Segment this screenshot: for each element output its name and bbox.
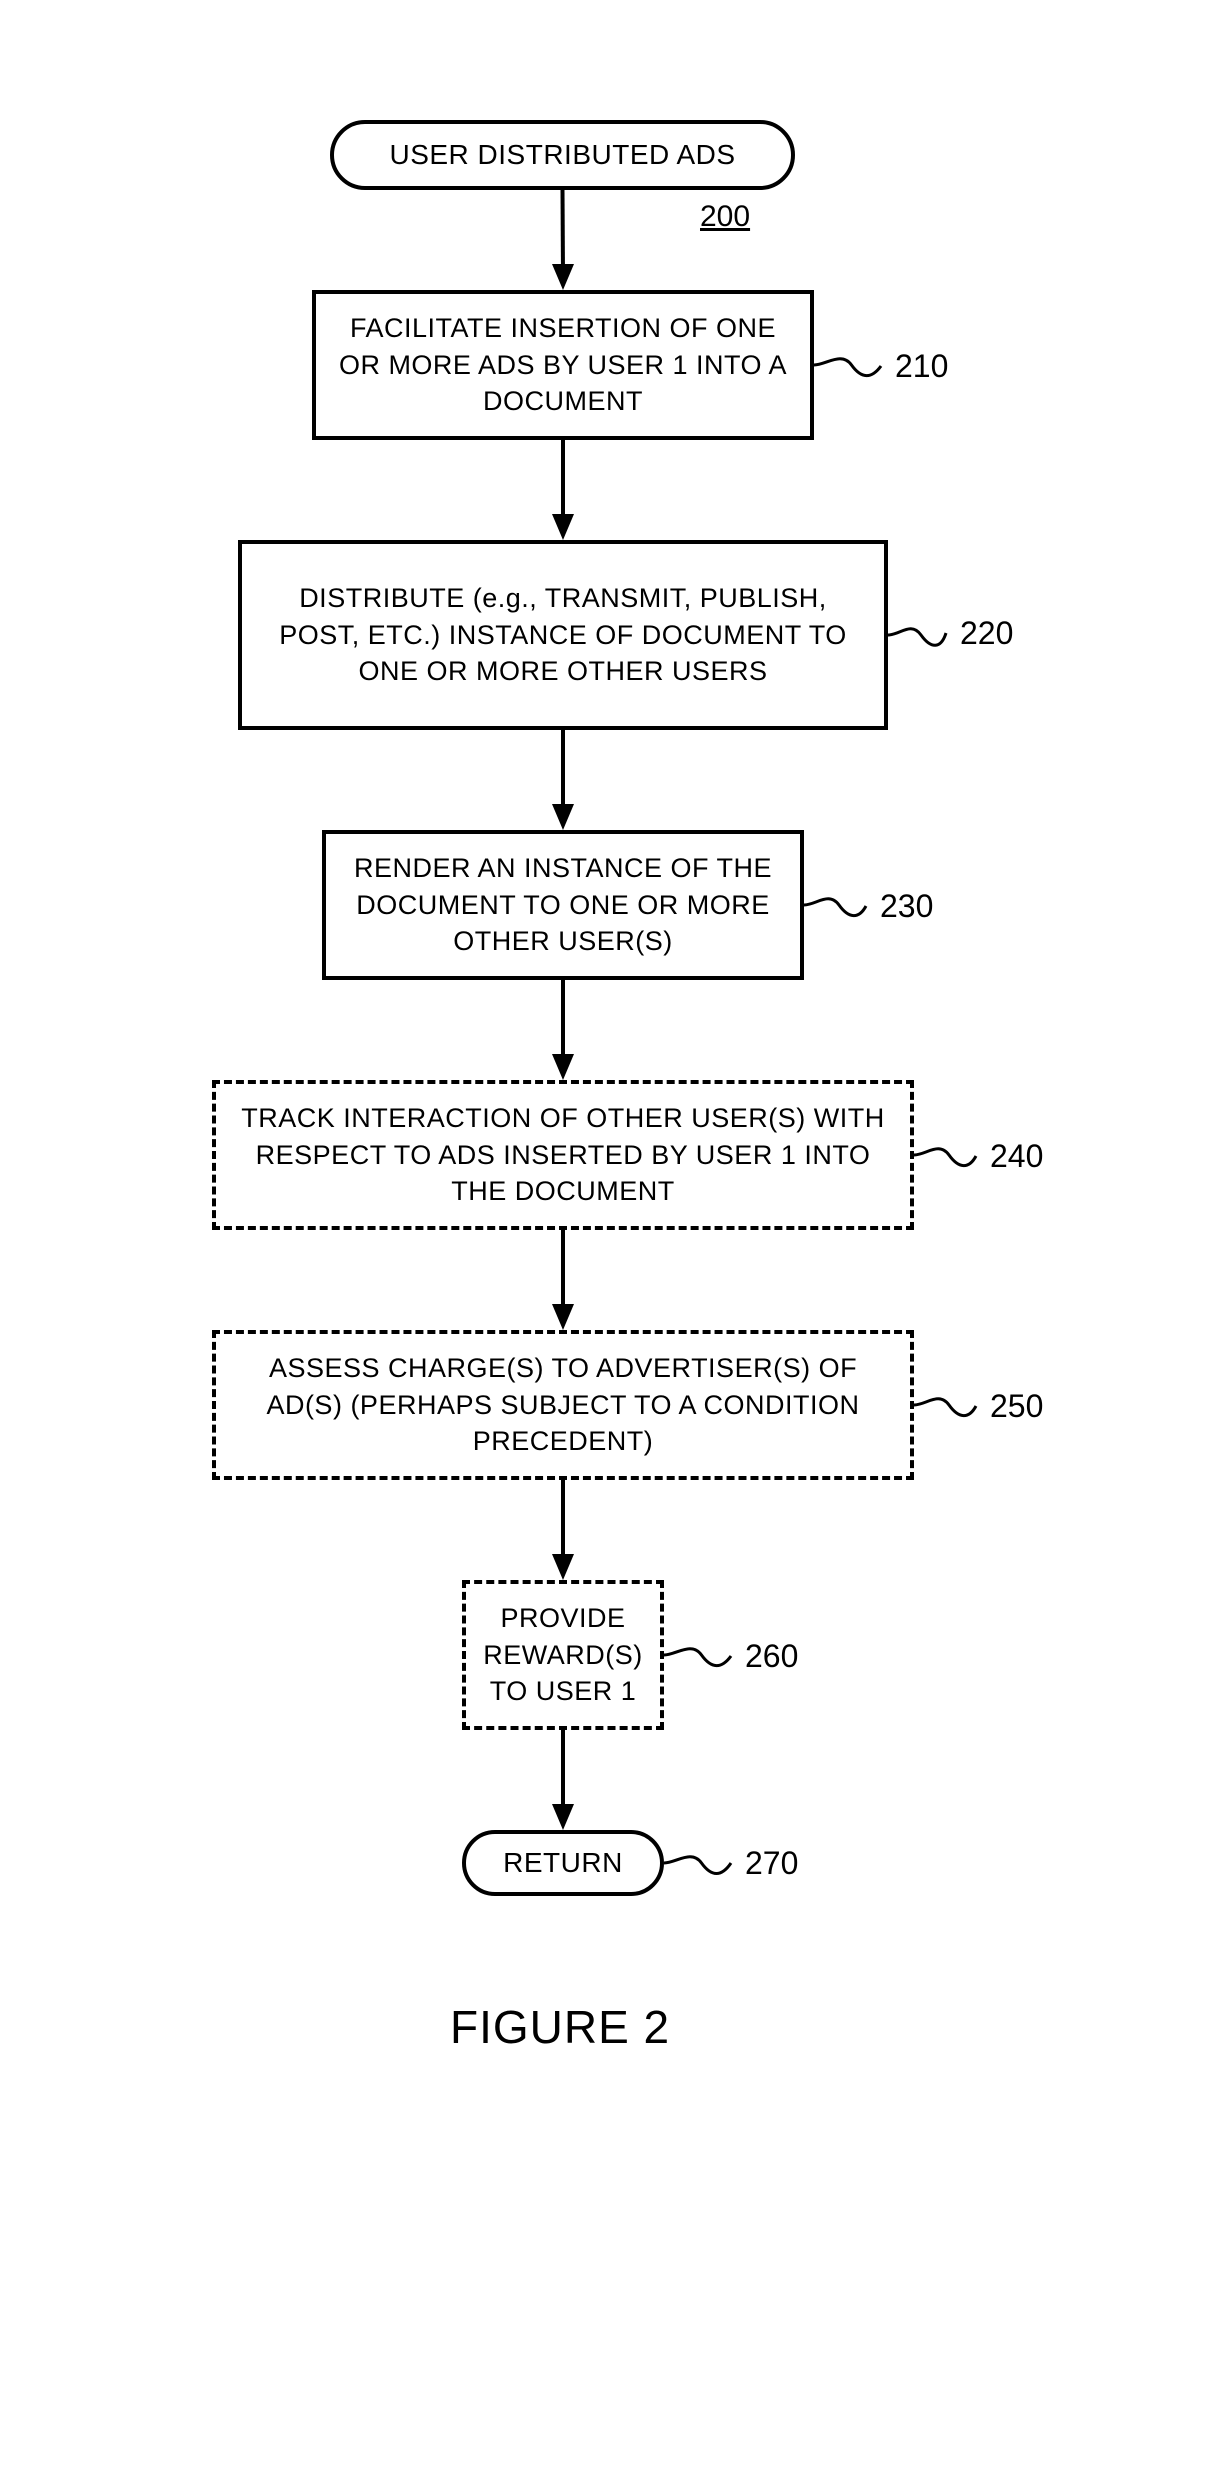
ref-label-270: 270 xyxy=(745,1845,798,1882)
ref-label-220: 220 xyxy=(960,615,1013,652)
ref-label-230: 230 xyxy=(880,888,933,925)
process-220: DISTRIBUTE (e.g., TRANSMIT, PUBLISH, POS… xyxy=(238,540,888,730)
process-210: FACILITATE INSERTION OF ONE OR MORE ADS … xyxy=(312,290,814,440)
ref-label-260: 260 xyxy=(745,1638,798,1675)
start-terminator: USER DISTRIBUTED ADS xyxy=(330,120,795,190)
figure-caption: FIGURE 2 xyxy=(450,2000,670,2054)
end-terminator: RETURN xyxy=(462,1830,664,1896)
ref-label-250: 250 xyxy=(990,1388,1043,1425)
process-230: RENDER AN INSTANCE OF THE DOCUMENT TO ON… xyxy=(322,830,804,980)
process-240: TRACK INTERACTION OF OTHER USER(S) WITH … xyxy=(212,1080,914,1230)
figure-ref-200: 200 xyxy=(700,200,750,234)
flowchart-canvas: USER DISTRIBUTED ADS FACILITATE INSERTIO… xyxy=(0,40,1225,2100)
ref-label-240: 240 xyxy=(990,1138,1043,1175)
ref-label-210: 210 xyxy=(895,348,948,385)
process-250: ASSESS CHARGE(S) TO ADVERTISER(S) OF AD(… xyxy=(212,1330,914,1480)
process-260: PROVIDE REWARD(S) TO USER 1 xyxy=(462,1580,664,1730)
